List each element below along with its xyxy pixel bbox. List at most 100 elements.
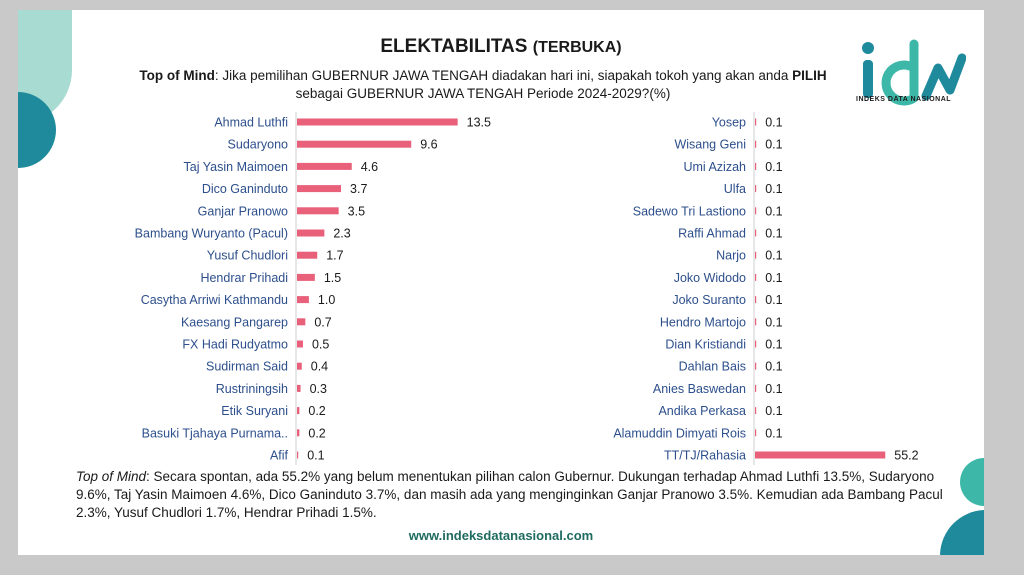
bar: [297, 251, 318, 259]
value-label: 0.2: [308, 426, 325, 440]
value-label: 0.1: [765, 204, 782, 218]
bar: [755, 185, 757, 193]
bar: [297, 273, 315, 281]
value-label: 0.1: [765, 249, 782, 263]
bar: [755, 429, 757, 437]
bar: [755, 296, 757, 304]
slide: ELEKTABILITAS (TERBUKA) Top of Mind: Jik…: [18, 10, 984, 555]
value-label: 0.3: [310, 382, 327, 396]
title-main: ELEKTABILITAS: [380, 36, 528, 57]
value-label: 0.1: [765, 271, 782, 285]
category-label: Bambang Wuryanto (Pacul): [135, 227, 288, 241]
value-label: 1.0: [318, 293, 335, 307]
bar: [755, 273, 757, 281]
category-label: TT/TJ/Rahasia: [664, 449, 746, 463]
bar: [755, 318, 757, 326]
value-label: 0.1: [765, 426, 782, 440]
category-label: Andika Perkasa: [658, 404, 746, 418]
value-label: 13.5: [467, 116, 491, 130]
category-label: Hendro Martojo: [660, 315, 746, 329]
bar: [297, 185, 342, 193]
category-label: Joko Suranto: [672, 293, 746, 307]
summary-text: Top of Mind: Secara spontan, ada 55.2% y…: [76, 468, 946, 522]
category-label: FX Hadi Rudyatmo: [182, 338, 288, 352]
value-label: 3.5: [348, 204, 365, 218]
category-label: Hendrar Prihadi: [200, 271, 288, 285]
category-label: Etik Suryani: [221, 404, 288, 418]
value-label: 4.6: [361, 160, 378, 174]
category-label: Sudaryono: [228, 138, 289, 152]
category-label: Anies Baswedan: [653, 382, 746, 396]
bar: [755, 229, 757, 237]
bar-chart: Ahmad Luthfi 13.5 Sudaryono 9.6 Taj Yasin Ma…: [135, 112, 919, 465]
top-left-decoration: [18, 10, 72, 168]
bar: [297, 340, 303, 348]
category-label: Dian Kristiandi: [665, 338, 746, 352]
category-label: Ahmad Luthfi: [214, 116, 288, 130]
value-label: 0.2: [308, 404, 325, 418]
bar: [755, 251, 757, 259]
value-label: 0.1: [307, 449, 324, 463]
category-label: Wisang Geni: [674, 138, 746, 152]
value-label: 9.6: [420, 138, 437, 152]
value-label: 3.7: [350, 182, 367, 196]
value-label: 0.4: [311, 360, 328, 374]
bar: [755, 362, 757, 370]
value-label: 0.1: [765, 227, 782, 241]
value-label: 0.7: [314, 315, 331, 329]
bar: [297, 118, 458, 126]
category-label: Raffi Ahmad: [678, 227, 746, 241]
idn-logo-icon: [862, 39, 966, 106]
category-label: Taj Yasin Maimoen: [184, 160, 288, 174]
value-label: 0.1: [765, 315, 782, 329]
value-label: 55.2: [894, 449, 918, 463]
category-label: Dico Ganinduto: [202, 182, 288, 196]
bar: [755, 340, 757, 348]
value-label: 0.1: [765, 182, 782, 196]
bar: [297, 140, 412, 148]
category-label: Sudirman Said: [206, 360, 288, 374]
category-label: Casytha Arriwi Kathmandu: [141, 293, 288, 307]
bar: [297, 318, 306, 326]
bar: [297, 384, 301, 392]
category-label: Yosep: [712, 116, 746, 130]
bar: [755, 140, 757, 148]
category-label: Rustriningsih: [216, 382, 288, 396]
website-link[interactable]: www.indeksdatanasional.com: [408, 528, 594, 543]
logo-text: INDEKS DATA NASIONAL: [856, 96, 952, 103]
category-label: Umi Azizah: [683, 160, 746, 174]
value-label: 0.1: [765, 404, 782, 418]
bar: [755, 407, 757, 415]
value-label: 1.5: [324, 271, 341, 285]
bar: [297, 407, 300, 415]
bar: [755, 207, 757, 215]
question-lead: Top of Mind: [139, 68, 215, 83]
bar: [297, 429, 300, 437]
chart-title: ELEKTABILITAS (TERBUKA): [18, 36, 984, 58]
category-label: Joko Widodo: [674, 271, 746, 285]
bar: [297, 162, 352, 170]
bottom-right-decoration: [940, 458, 984, 555]
summary-body: : Secara spontan, ada 55.2% yang belum m…: [76, 469, 943, 520]
category-label: Basuki Tjahaya Purnama..: [142, 426, 288, 440]
category-label: Kaesang Pangarep: [181, 315, 288, 329]
bar: [297, 229, 325, 237]
value-label: 0.1: [765, 338, 782, 352]
summary-lead: Top of Mind: [76, 469, 147, 484]
category-label: Afif: [270, 449, 289, 463]
category-label: Ganjar Pranowo: [198, 204, 288, 218]
value-label: 0.1: [765, 116, 782, 130]
category-label: Dahlan Bais: [679, 360, 746, 374]
value-label: 0.1: [765, 293, 782, 307]
question-part1: : Jika pemilihan GUBERNUR JAWA TENGAH di…: [214, 68, 793, 83]
bar: [755, 118, 757, 126]
category-label: Yusuf Chudlori: [207, 249, 288, 263]
title-sub: (TERBUKA): [532, 39, 622, 56]
bar: [297, 296, 309, 304]
value-label: 0.1: [765, 360, 782, 374]
category-label: Sadewo Tri Lastiono: [633, 204, 746, 218]
bar: [755, 162, 757, 170]
question-bold: PILIH: [792, 68, 827, 83]
category-label: Narjo: [716, 249, 746, 263]
value-label: 0.1: [765, 138, 782, 152]
